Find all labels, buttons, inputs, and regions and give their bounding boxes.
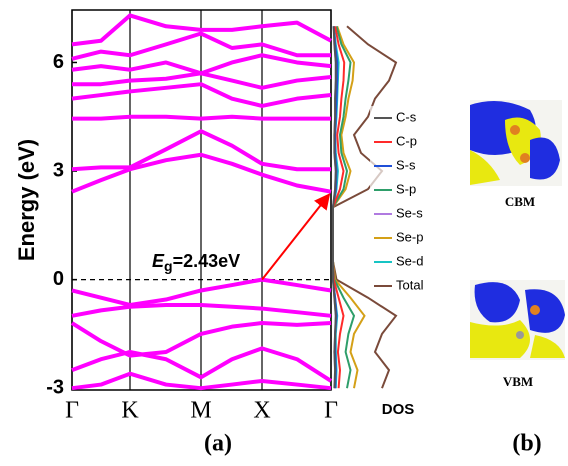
y-tick-label: -3 (46, 376, 64, 398)
legend-label: Se-p (396, 229, 423, 244)
y-axis-label: Energy (eV) (14, 139, 39, 261)
orbital-label: VBM (503, 374, 533, 389)
legend-label: C-s (396, 109, 417, 124)
x-tick-label: Γ (65, 398, 79, 424)
orbital-label: CBM (505, 194, 535, 209)
gap-arrow (261, 193, 331, 281)
panel-label: (a) (204, 431, 232, 457)
x-tick-label: Γ (324, 398, 338, 424)
orbital-image (470, 100, 562, 186)
legend-box (370, 106, 460, 298)
annotation-subscript: g (164, 258, 173, 274)
legend-label: Total (396, 277, 424, 292)
band-line (71, 346, 333, 383)
y-tick-label: 3 (53, 159, 64, 181)
band-line (72, 114, 331, 121)
band-line (71, 371, 332, 391)
band-line (70, 321, 332, 358)
x-tick-label: X (253, 398, 270, 424)
band-line (71, 152, 332, 194)
x-tick-label: K (121, 398, 139, 424)
y-tick-label: 0 (53, 268, 64, 290)
annotation-text: =2.43eV (173, 251, 241, 271)
band-line (71, 53, 332, 76)
y-tick-label: 6 (53, 51, 64, 73)
x-axis-label: DOS (382, 401, 415, 418)
legend-label: C-p (396, 133, 417, 148)
annotation-symbol: E (152, 251, 165, 271)
legend-label: S-p (396, 181, 416, 196)
band-line (71, 277, 332, 307)
band-line (71, 302, 332, 318)
legend-label: Se-s (396, 205, 423, 220)
legend-label: S-s (396, 157, 416, 172)
legend-label: Se-d (396, 253, 423, 268)
x-tick-label: M (190, 398, 211, 424)
dos-line (332, 26, 337, 389)
orbital-image (470, 280, 565, 360)
band-line (71, 129, 331, 172)
gap-annotation: Eg=2.43eV (152, 251, 240, 274)
band-line (71, 31, 331, 61)
band-line (71, 13, 332, 47)
panel-label: (b) (512, 431, 541, 457)
band-line (71, 82, 332, 108)
